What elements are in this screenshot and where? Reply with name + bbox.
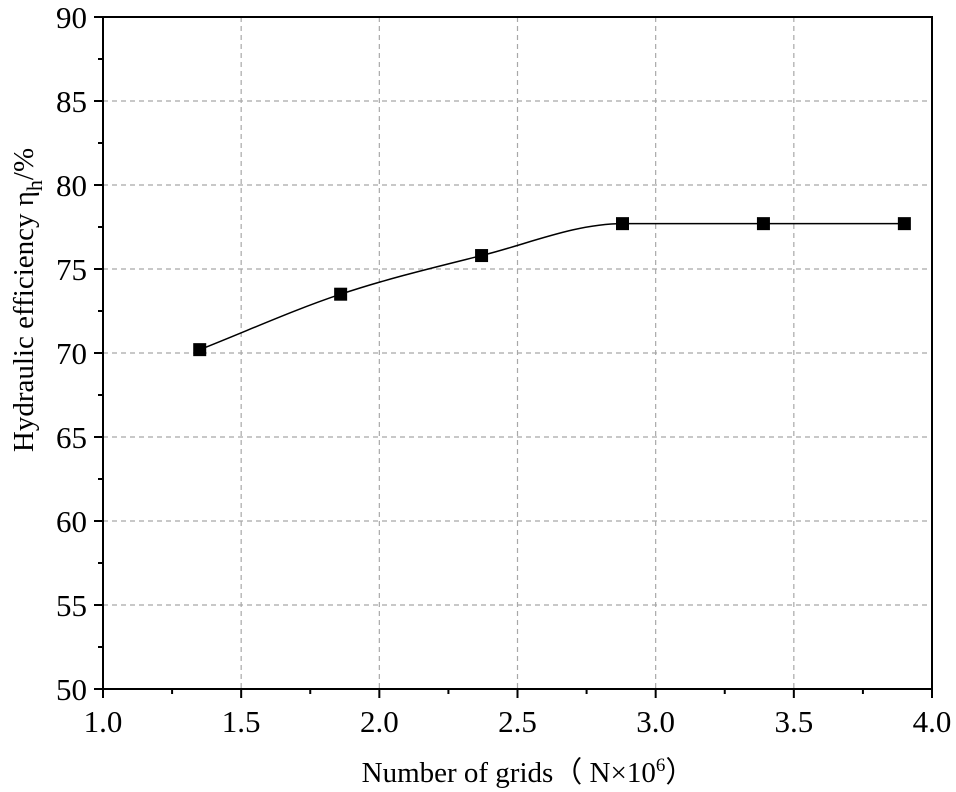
data-point-marker xyxy=(897,217,911,231)
y-tick-label: 75 xyxy=(56,252,87,287)
y-tick-label: 65 xyxy=(56,420,87,455)
y-tick-label: 70 xyxy=(56,336,87,371)
x-tick-label: 1.0 xyxy=(84,704,123,739)
series-line xyxy=(199,222,905,351)
x-tick-label: 3.5 xyxy=(774,704,813,739)
data-point-marker xyxy=(756,217,770,231)
x-axis-title: Number of grids（ N×106） xyxy=(362,755,695,789)
data-point-marker xyxy=(475,249,489,263)
x-axis-title-superscript: 6 xyxy=(656,755,666,776)
y-tick-label: 85 xyxy=(56,84,87,119)
y-tick-label: 90 xyxy=(56,0,87,35)
axis-ticks xyxy=(94,16,933,698)
y-tick-label: 55 xyxy=(56,588,87,623)
y-tick-labels: 50 55 60 65 70 75 80 85 90 xyxy=(56,0,87,707)
x-tick-label: 3.0 xyxy=(636,704,675,739)
x-axis-title-text: Number of grids（ N×10 xyxy=(362,757,656,789)
y-tick-label: 60 xyxy=(56,504,87,539)
y-axis-title: Hydraulic efficiency ηh/% xyxy=(8,148,47,452)
y-tick-label: 50 xyxy=(56,672,87,707)
x-tick-label: 2.5 xyxy=(498,704,537,739)
plot-frame xyxy=(102,16,933,690)
data-point-marker xyxy=(193,343,207,357)
y-axis-title-text: Hydraulic efficiency η xyxy=(8,191,40,452)
y-tick-label: 80 xyxy=(56,168,87,203)
x-tick-label: 4.0 xyxy=(913,704,952,739)
x-axis-title-suffix: ） xyxy=(665,757,694,789)
grid-lines xyxy=(103,17,932,689)
x-tick-label: 2.0 xyxy=(360,704,399,739)
data-point-marker xyxy=(616,217,630,231)
data-point-marker xyxy=(334,287,348,301)
x-tick-labels: 1.0 1.5 2.0 2.5 3.0 3.5 4.0 xyxy=(84,704,952,739)
y-axis-title-suffix: /% xyxy=(8,148,40,180)
y-axis-title-subscript: h xyxy=(22,180,47,191)
data-markers xyxy=(193,217,911,357)
x-tick-label: 1.5 xyxy=(222,704,261,739)
